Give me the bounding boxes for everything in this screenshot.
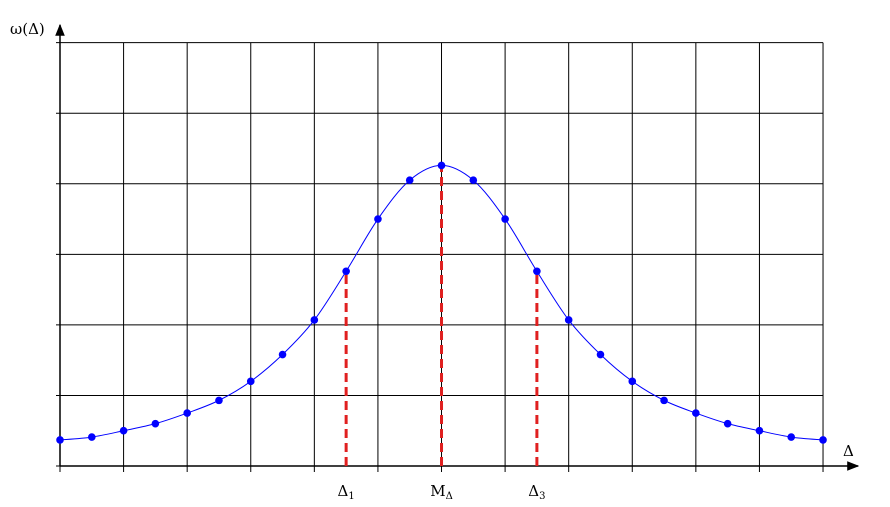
point: [87, 433, 96, 441]
point: [151, 419, 160, 428]
point: [246, 377, 255, 386]
marker-label-main: M: [430, 482, 445, 500]
point: [278, 350, 287, 359]
grid: [56, 42, 824, 472]
point: [564, 316, 573, 324]
point: [56, 436, 64, 444]
point: [819, 436, 827, 444]
point: [215, 396, 223, 405]
point: [692, 409, 700, 417]
point: [755, 426, 764, 435]
marker-label-main: Δ: [528, 482, 539, 500]
x-axis-label: Δ: [843, 442, 854, 460]
marker-label-sub: 1: [348, 491, 354, 502]
y-axis-label: ω(Δ): [10, 20, 45, 38]
point: [119, 426, 128, 435]
point: [533, 267, 541, 276]
point: [501, 215, 509, 223]
marker-label: Δ3: [528, 482, 545, 502]
marker-label: Δ1: [338, 482, 355, 502]
point: [437, 161, 446, 170]
marker-label-main: Δ: [338, 482, 349, 500]
point: [660, 396, 668, 405]
point: [342, 267, 350, 276]
point: [628, 377, 637, 386]
point: [405, 176, 414, 185]
point: [596, 350, 605, 359]
marker-label-sub: Δ: [446, 491, 453, 502]
point: [183, 409, 191, 417]
point: [310, 316, 319, 324]
point: [469, 176, 478, 185]
point: [723, 419, 732, 428]
point: [787, 433, 796, 441]
point: [374, 215, 382, 223]
marker-label: MΔ: [430, 482, 453, 502]
marker-label-sub: 3: [539, 491, 545, 502]
